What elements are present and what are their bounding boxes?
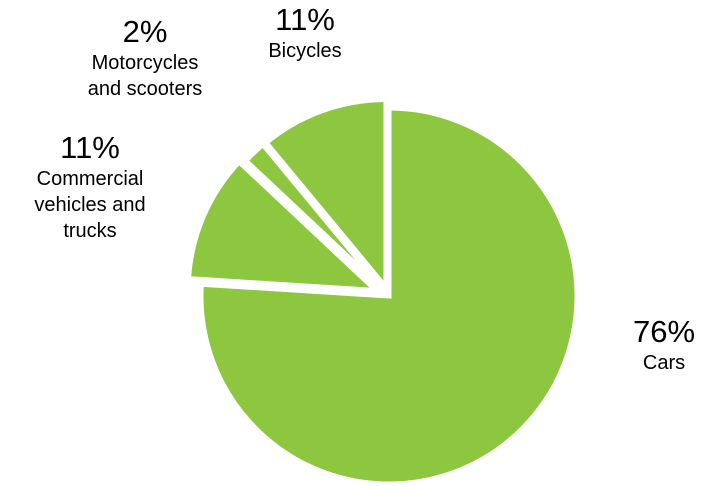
slice-motorcycles xyxy=(242,141,385,292)
label-motorcycles: 2% Motorcycles and scooters xyxy=(65,14,225,102)
slice-cars xyxy=(198,105,580,486)
name-commercial-line-2: vehicles and xyxy=(34,194,146,216)
slice-commercial-vehicles xyxy=(185,158,383,294)
slice-bicycles xyxy=(262,97,389,295)
name-bicycles: Bicycles xyxy=(268,40,342,62)
label-commercial: 11% Commercial vehicles and trucks xyxy=(10,130,170,244)
name-motorcycles-line-1: Motorcycles xyxy=(91,52,199,74)
name-motorcycles-line-2: and scooters xyxy=(87,78,203,100)
name-commercial-line-1: Commercial xyxy=(36,168,144,190)
label-bicycles: 11% Bicycles xyxy=(250,2,360,64)
name-cars: Cars xyxy=(642,352,686,374)
percent-bicycles: 11% xyxy=(275,2,335,37)
percent-cars: 76% xyxy=(632,314,696,349)
percent-commercial: 11% xyxy=(60,130,120,165)
name-commercial-line-3: trucks xyxy=(63,220,117,242)
label-cars: 76% Cars xyxy=(614,314,704,376)
percent-motorcycles: 2% xyxy=(122,14,168,49)
